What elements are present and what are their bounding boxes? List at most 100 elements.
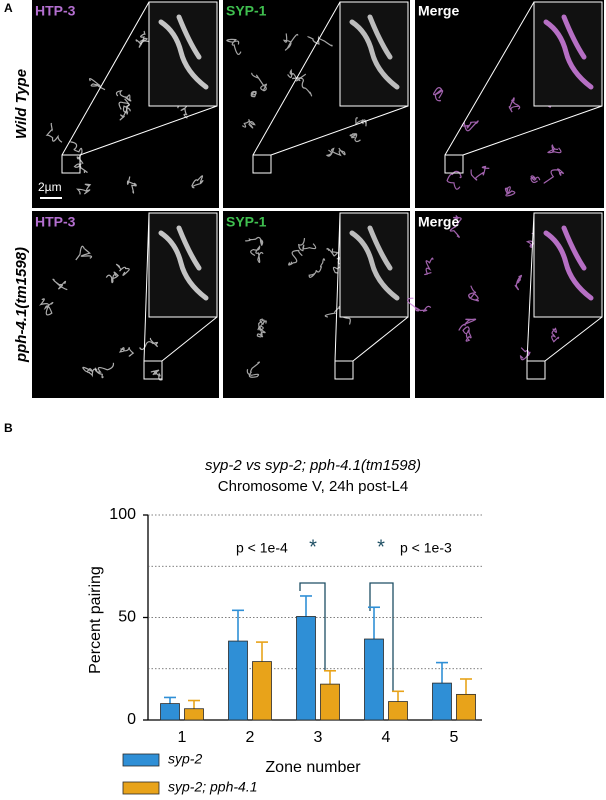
chromosome-signal xyxy=(250,90,257,98)
zoom-line xyxy=(526,212,535,362)
zoom-line xyxy=(61,1,150,156)
channel-label: HTP-3 xyxy=(35,214,76,230)
zoom-line xyxy=(444,1,535,156)
channel-label: SYP-1 xyxy=(226,3,267,19)
chromosome-signal xyxy=(105,271,119,284)
x-axis-label: Zone number xyxy=(265,759,361,776)
chromosome-signal xyxy=(325,147,346,157)
inset-signal xyxy=(543,225,594,301)
chromosome-signal xyxy=(292,77,313,97)
chromosome-signal xyxy=(449,214,462,238)
row-label: pph-4.1(tm1598) xyxy=(13,247,30,363)
inset-signal xyxy=(543,14,594,90)
zoom-line xyxy=(252,1,341,156)
zoom-line xyxy=(544,316,603,362)
chromosome-signal xyxy=(461,120,479,132)
chromosome-signal xyxy=(308,258,326,278)
y-tick-label: 100 xyxy=(109,506,136,523)
inset-signal xyxy=(158,225,209,301)
chromosome-signal xyxy=(467,285,480,302)
chromosome-signal xyxy=(530,175,541,184)
legend-label: syp-2 xyxy=(168,751,202,767)
chromosome-signal xyxy=(52,278,68,291)
row-label: Wild Type xyxy=(13,69,30,139)
bar xyxy=(456,693,476,721)
chromosome-signal xyxy=(349,133,361,143)
chromosome-signal xyxy=(115,89,132,102)
x-tick-label: 3 xyxy=(314,729,323,746)
zoom-box xyxy=(61,154,81,174)
bar xyxy=(432,682,452,721)
chromosome-signal xyxy=(508,97,521,113)
chromosome-signal xyxy=(458,318,477,331)
channel-label: SYP-1 xyxy=(226,214,267,230)
chromosome-signal xyxy=(250,244,264,264)
scale-bar-label: 2µm xyxy=(38,180,62,194)
chromosome-signal xyxy=(256,326,266,338)
zoom-box xyxy=(444,154,464,174)
chromosome-signal xyxy=(288,249,303,266)
bar xyxy=(252,661,272,721)
chromosome-signal xyxy=(298,238,317,252)
bar xyxy=(388,701,408,721)
x-tick-label: 4 xyxy=(382,729,391,746)
chromosome-signal xyxy=(245,236,264,246)
legend-swatch xyxy=(122,753,160,767)
zoom-line xyxy=(334,212,341,362)
inset-signal xyxy=(158,14,209,90)
bar xyxy=(228,640,248,721)
chromosome-signal xyxy=(282,33,299,51)
chromosome-signal xyxy=(326,247,339,257)
chromosome-signal xyxy=(424,257,434,276)
chromosome-signal xyxy=(70,141,84,165)
annotation: * xyxy=(309,536,317,558)
chromosome-signal xyxy=(82,366,98,378)
chromosome-signal xyxy=(514,274,523,291)
x-tick-label: 1 xyxy=(178,729,187,746)
chromosome-signal xyxy=(433,87,444,102)
y-axis-label: Percent pairing xyxy=(87,566,104,674)
chromosome-signal xyxy=(139,337,159,351)
bar xyxy=(296,616,316,721)
chromosome-signal xyxy=(246,361,260,378)
chart-subtitle: Chromosome V, 24h post-L4 xyxy=(218,478,408,495)
y-tick-label: 50 xyxy=(118,609,136,626)
chromosome-signal xyxy=(73,163,88,174)
legend-label: syp-2; pph-4.1 xyxy=(168,779,258,795)
bar xyxy=(160,703,180,721)
chart-title: syp-2 vs syp-2; pph-4.1(tm1598) xyxy=(205,457,421,474)
chromosome-signal xyxy=(504,186,516,197)
chromosome-signal xyxy=(191,175,204,189)
chromosome-signal xyxy=(462,326,472,342)
chromosome-signal xyxy=(251,72,268,92)
chromosome-signal xyxy=(39,298,54,316)
chromosome-signal xyxy=(519,347,531,361)
channel-label: Merge xyxy=(418,3,459,19)
zoom-box xyxy=(143,360,163,380)
chromosome-signal xyxy=(118,347,135,357)
chromosome-signal xyxy=(241,119,256,129)
y-tick-label: 0 xyxy=(127,711,136,728)
zoom-box xyxy=(252,154,272,174)
zoom-box xyxy=(334,360,354,380)
zoom-line xyxy=(462,105,603,156)
legend-swatch xyxy=(122,781,160,795)
panel-label: A xyxy=(4,1,13,15)
chromosome-signal xyxy=(75,245,93,261)
chromosome-signal xyxy=(88,78,106,91)
chromosome-signal xyxy=(407,297,432,313)
chromosome-signal xyxy=(150,369,163,381)
bracket xyxy=(299,582,326,671)
annotation: * xyxy=(377,536,385,558)
micrograph-panels xyxy=(32,0,604,398)
chromosome-signal xyxy=(287,68,307,82)
chromosome-signal xyxy=(45,122,63,143)
zoom-line xyxy=(161,316,218,362)
chromosome-signal xyxy=(543,168,565,184)
inset-signal xyxy=(349,225,400,301)
chromosome-signal xyxy=(547,144,562,154)
x-tick-label: 2 xyxy=(246,729,255,746)
zoom-line xyxy=(352,316,409,362)
